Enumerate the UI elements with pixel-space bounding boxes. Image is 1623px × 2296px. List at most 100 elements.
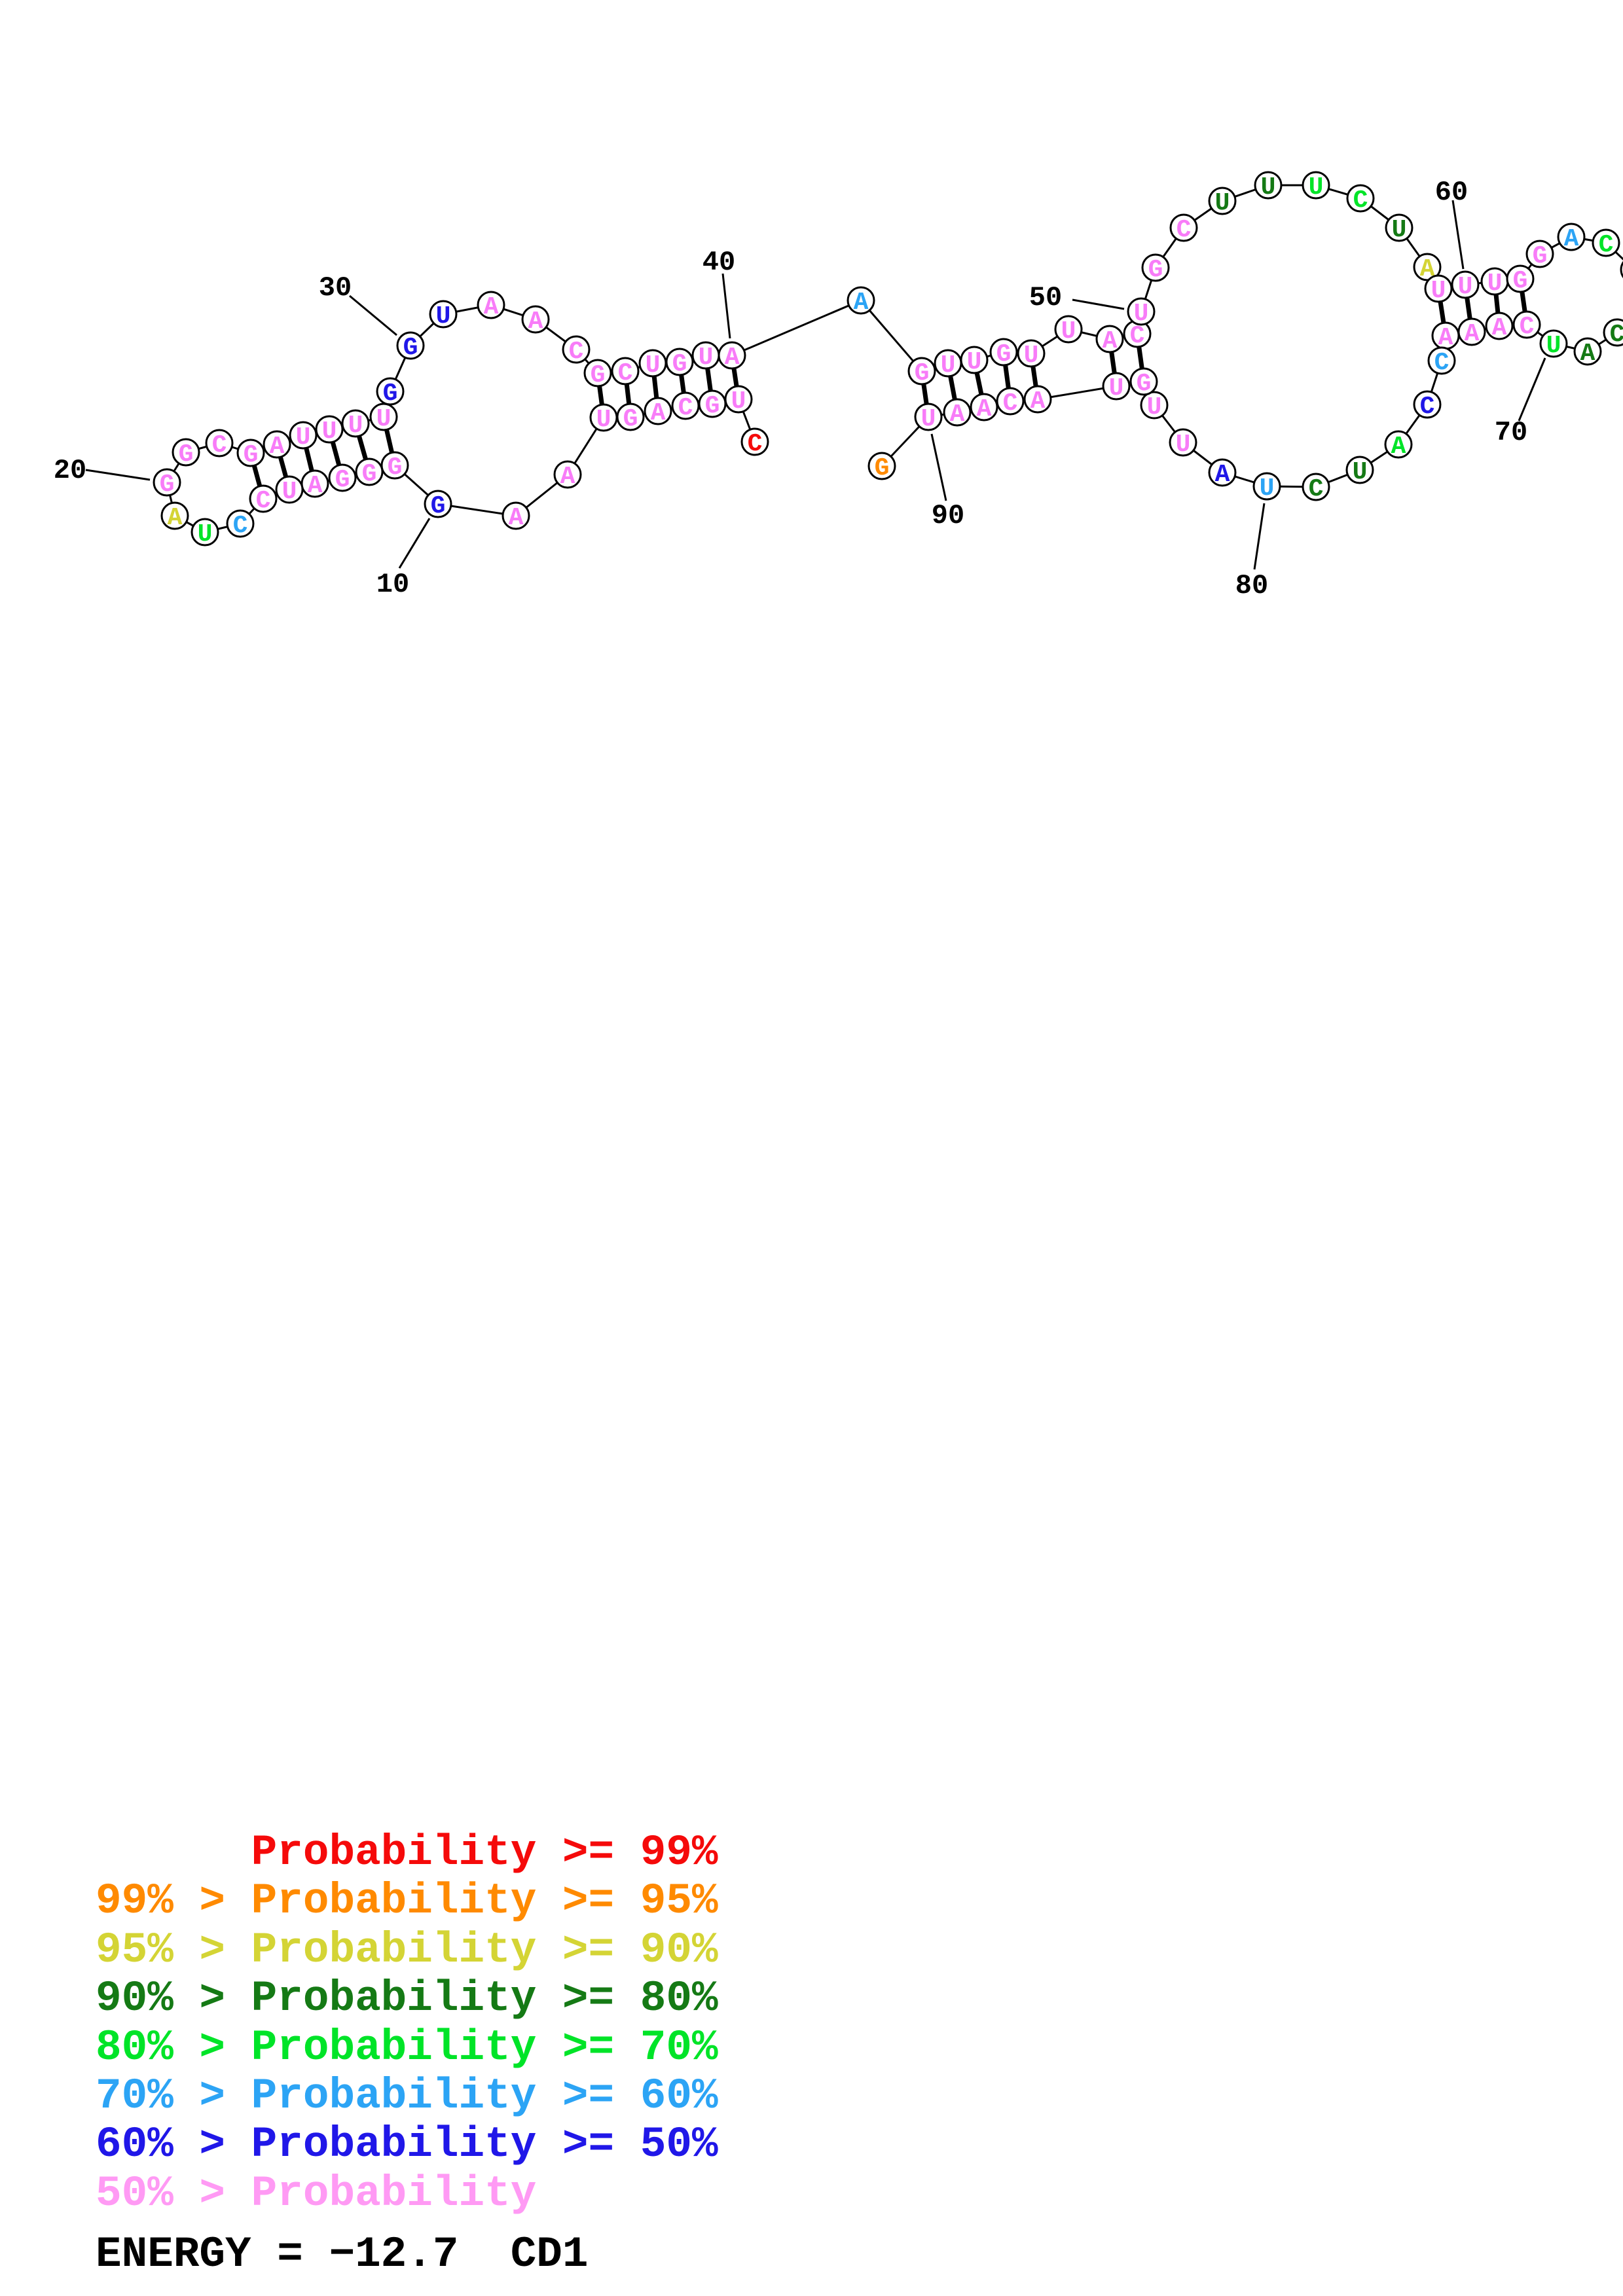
- nucleotide-circle-19: [160, 501, 189, 530]
- nucleotide-circle-54: [1254, 171, 1283, 200]
- position-label-pointer-70: [1518, 357, 1546, 422]
- nucleotide-letter-61: U: [1487, 270, 1503, 298]
- nucleotide-letter-62: G: [1513, 267, 1528, 295]
- nucleotide-circle-88: [970, 393, 998, 422]
- position-label-70: 70: [1495, 417, 1527, 448]
- nucleotide-circle-22: [205, 429, 234, 457]
- nucleotide-circle-69: [1573, 337, 1602, 366]
- nucleotide-letter-10: G: [431, 492, 446, 520]
- nucleotide-letter-29: G: [383, 380, 398, 408]
- nucleotide-circle-71: [1512, 310, 1541, 339]
- nucleotide-letter-3: G: [705, 392, 720, 420]
- nucleotide-circle-42: [907, 357, 936, 386]
- nucleotide-letter-24: A: [270, 433, 285, 461]
- nucleotide-letter-16: C: [256, 487, 271, 515]
- nucleotide-circle-27: [341, 409, 370, 438]
- nucleotide-circle-77: [1384, 430, 1413, 459]
- position-label-pointer-90: [930, 433, 947, 501]
- nucleotide-letter-68: C: [1610, 321, 1623, 349]
- nucleotide-letter-54: U: [1261, 173, 1276, 202]
- nucleotide-letter-5: A: [651, 399, 666, 427]
- nucleotide-letter-46: U: [1024, 342, 1039, 370]
- nucleotide-letter-39: U: [699, 344, 714, 372]
- position-label-pointer-10: [398, 518, 431, 569]
- nucleotide-circle-90: [914, 403, 943, 431]
- position-label-pointer-30: [349, 295, 397, 336]
- nucleotide-letter-50: U: [1134, 300, 1149, 328]
- probability-legend: Probability >= 99% 99% > Probability >= 9…: [96, 1828, 718, 2218]
- nucleotide-circle-24: [263, 430, 291, 459]
- nucleotide-letter-78: U: [1353, 458, 1368, 486]
- nucleotide-letter-80: U: [1260, 475, 1275, 503]
- nucleotide-circle-13: [328, 463, 357, 492]
- nucleotide-letter-90: U: [921, 405, 936, 433]
- energy-text: ENERGY = −12.7 CD1: [96, 2230, 589, 2279]
- nucleotide-letter-82: U: [1176, 431, 1191, 459]
- nucleotide-letter-45: G: [996, 340, 1012, 368]
- nucleotide-letter-88: A: [977, 395, 992, 423]
- nucleotide-circle-56: [1346, 184, 1375, 213]
- nucleotide-letter-38: G: [672, 350, 687, 378]
- nucleotide-letter-33: A: [528, 308, 543, 336]
- nucleotide-letter-25: U: [296, 423, 311, 452]
- position-label-pointer-40: [721, 273, 731, 339]
- nucleotide-circle-34: [562, 335, 591, 364]
- nucleotide-letter-56: C: [1353, 187, 1368, 215]
- nucleotide-letter-6: G: [623, 405, 638, 433]
- nucleotide-letter-7: U: [596, 406, 611, 434]
- legend-row-7: 60% > Probability >= 50%: [96, 2120, 718, 2170]
- nucleotide-letter-15: U: [282, 478, 297, 506]
- position-label-80: 80: [1235, 570, 1268, 601]
- nucleotide-circle-36: [611, 357, 640, 386]
- legend-row-8: 50% > Probability: [96, 2168, 537, 2218]
- nucleotide-letter-26: U: [322, 418, 337, 446]
- nucleotide-letter-64: A: [1564, 225, 1579, 253]
- nucleotide-circle-12: [355, 457, 384, 486]
- nucleotide-circle-16: [249, 484, 278, 513]
- nucleotide-letter-69: A: [1580, 340, 1596, 368]
- nucleotide-circle-64: [1557, 223, 1586, 251]
- nucleotide-circle-1: [740, 427, 769, 456]
- position-label-pointer-50: [1072, 298, 1125, 310]
- legend-row-5: 80% > Probability >= 70%: [96, 2022, 718, 2072]
- nucleotide-letter-40: A: [725, 344, 740, 372]
- nucleotide-circle-60: [1451, 270, 1480, 299]
- nucleotide-letter-18: U: [198, 520, 213, 548]
- nucleotide-letter-84: G: [1137, 370, 1152, 398]
- nucleotide-circle-59: [1424, 274, 1453, 303]
- nucleotide-letter-73: A: [1465, 320, 1480, 348]
- backbone-segment: [731, 299, 862, 357]
- nucleotide-circle-17: [226, 509, 255, 538]
- legend-row-2: 99% > Probability >= 95%: [96, 1876, 718, 1926]
- nucleotide-circle-81: [1208, 458, 1237, 487]
- nucleotide-circle-62: [1506, 264, 1535, 293]
- nucleotide-letter-70: U: [1546, 332, 1561, 360]
- nucleotide-letter-89: A: [950, 401, 965, 429]
- nucleotide-circle-20: [153, 468, 181, 497]
- nucleotide-letter-27: U: [348, 412, 363, 440]
- nucleotide-letter-63: G: [1533, 242, 1548, 270]
- nucleotide-circle-8: [553, 460, 582, 489]
- nucleotide-letter-71: C: [1520, 313, 1535, 341]
- nucleotide-letter-19: A: [168, 504, 183, 532]
- nucleotide-circle-82: [1169, 428, 1197, 457]
- nucleotide-letter-48: A: [1103, 327, 1118, 355]
- nucleotide-circle-40: [718, 341, 746, 370]
- nucleotide-letter-51: G: [1148, 256, 1163, 284]
- nucleotide-circle-44: [960, 346, 989, 374]
- position-label-90: 90: [932, 500, 964, 531]
- nucleotide-letter-43: U: [941, 351, 956, 380]
- nucleotide-letter-23: G: [244, 441, 259, 469]
- nucleotide-letter-87: C: [1003, 389, 1018, 418]
- nucleotide-circle-50: [1127, 297, 1156, 326]
- nucleotide-circle-86: [1023, 385, 1052, 414]
- nucleotide-circle-15: [275, 475, 304, 504]
- nucleotide-letter-60: U: [1458, 273, 1473, 301]
- nucleotide-letter-57: U: [1392, 216, 1407, 244]
- nucleotide-circle-32: [477, 291, 505, 319]
- nucleotide-circle-30: [396, 331, 425, 360]
- nucleotide-letter-42: G: [915, 359, 930, 387]
- nucleotide-letter-53: U: [1215, 189, 1230, 217]
- nucleotide-circle-48: [1095, 325, 1124, 353]
